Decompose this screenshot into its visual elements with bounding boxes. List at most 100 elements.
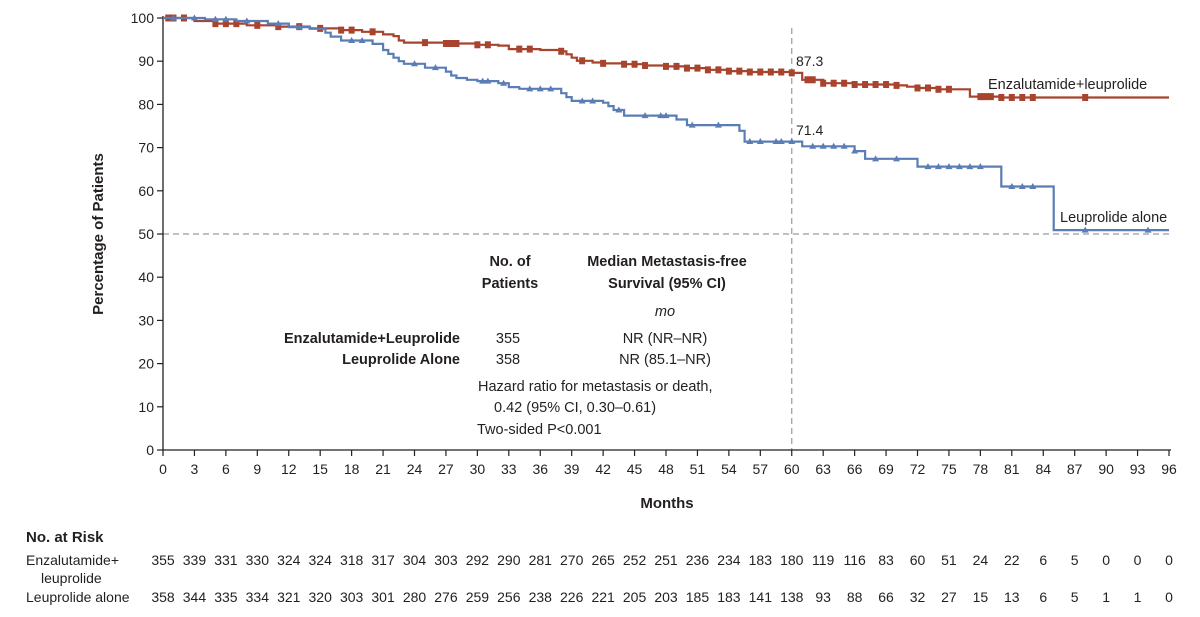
risk-value-enzalutamide-39: 270 — [560, 552, 584, 568]
series-label-leuprolide: Leuprolide alone — [1060, 210, 1167, 226]
risk-value-enzalutamide-75: 51 — [941, 552, 957, 568]
x-tick-label-39: 39 — [564, 461, 580, 477]
censor-mark-leuprolide-30 — [809, 142, 817, 149]
legend-row-leuprolide-median: NR (85.1–NR) — [619, 352, 711, 368]
censor-mark-enzalutamide-11 — [348, 26, 355, 34]
risk-value-enzalutamide-3: 339 — [183, 552, 207, 568]
censor-mark-leuprolide-46 — [1081, 226, 1089, 233]
risk-value-leuprolide-90: 1 — [1102, 589, 1110, 605]
censor-mark-enzalutamide-34 — [736, 67, 743, 75]
censor-mark-enzalutamide-14 — [442, 39, 449, 47]
risk-value-enzalutamide-60: 180 — [780, 552, 804, 568]
legend-header-n-line1: No. of — [489, 254, 530, 270]
censor-mark-leuprolide-38 — [934, 163, 942, 170]
censor-mark-leuprolide-8 — [358, 36, 366, 43]
censor-mark-leuprolide-36 — [893, 155, 901, 162]
censor-mark-enzalutamide-47 — [872, 81, 879, 89]
risk-value-enzalutamide-30: 292 — [466, 552, 490, 568]
censor-mark-enzalutamide-54 — [977, 93, 984, 101]
y-tick-label-80: 80 — [138, 96, 154, 112]
risk-value-leuprolide-39: 226 — [560, 589, 584, 605]
risk-value-enzalutamide-27: 303 — [434, 552, 458, 568]
censor-mark-leuprolide-10 — [431, 64, 439, 71]
risk-value-enzalutamide-57: 183 — [749, 552, 773, 568]
risk-value-leuprolide-9: 334 — [246, 589, 270, 605]
censor-mark-leuprolide-24 — [714, 121, 722, 128]
censor-mark-leuprolide-40 — [955, 163, 963, 170]
x-tick-label-24: 24 — [407, 461, 423, 477]
censor-mark-leuprolide-37 — [924, 163, 932, 170]
censor-mark-leuprolide-19 — [615, 106, 623, 113]
x-tick-label-36: 36 — [532, 461, 548, 477]
risk-value-leuprolide-42: 221 — [591, 589, 615, 605]
risk-value-enzalutamide-81: 22 — [1004, 552, 1020, 568]
risk-value-enzalutamide-6: 331 — [214, 552, 238, 568]
series-label-enzalutamide: Enzalutamide+leuprolide — [988, 77, 1147, 93]
censor-mark-enzalutamide-31 — [704, 66, 711, 74]
censor-mark-enzalutamide-35 — [746, 68, 753, 76]
legend-header-n-line2: Patients — [482, 276, 538, 292]
x-tick-label-57: 57 — [753, 461, 769, 477]
x-tick-label-84: 84 — [1035, 461, 1051, 477]
x-tick-label-30: 30 — [470, 461, 486, 477]
risk-value-leuprolide-78: 15 — [973, 589, 989, 605]
censor-mark-leuprolide-33 — [840, 142, 848, 149]
censor-mark-enzalutamide-52 — [935, 85, 942, 93]
x-tick-label-90: 90 — [1098, 461, 1114, 477]
risk-value-enzalutamide-24: 304 — [403, 552, 427, 568]
censor-mark-leuprolide-20 — [641, 112, 649, 119]
risk-value-leuprolide-15: 320 — [309, 589, 333, 605]
censor-mark-leuprolide-18 — [589, 97, 597, 104]
x-tick-label-75: 75 — [941, 461, 957, 477]
censor-mark-enzalutamide-36 — [757, 68, 764, 76]
risk-value-leuprolide-27: 276 — [434, 589, 458, 605]
censor-mark-leuprolide-27 — [772, 138, 780, 145]
x-tick-label-27: 27 — [438, 461, 454, 477]
risk-value-leuprolide-24: 280 — [403, 589, 427, 605]
censor-mark-enzalutamide-12 — [369, 28, 376, 36]
risk-value-leuprolide-21: 301 — [371, 589, 395, 605]
censor-mark-leuprolide-26 — [756, 138, 764, 145]
censor-mark-leuprolide-0 — [169, 14, 177, 21]
risk-value-enzalutamide-87: 5 — [1071, 552, 1079, 568]
censor-mark-enzalutamide-55 — [982, 93, 989, 101]
censor-mark-enzalutamide-22 — [579, 57, 586, 65]
x-axis-title: Months — [640, 495, 693, 512]
censor-mark-enzalutamide-16 — [453, 39, 460, 47]
censor-mark-leuprolide-11 — [479, 77, 487, 84]
y-tick-label-0: 0 — [146, 442, 154, 458]
y-tick-label-30: 30 — [138, 312, 154, 328]
x-tick-label-42: 42 — [595, 461, 611, 477]
x-tick-label-51: 51 — [690, 461, 706, 477]
censor-mark-enzalutamide-58 — [1008, 93, 1015, 101]
x-tick-label-66: 66 — [847, 461, 863, 477]
censor-mark-enzalutamide-45 — [851, 81, 858, 89]
censor-mark-leuprolide-1 — [190, 14, 198, 21]
risk-value-leuprolide-54: 183 — [717, 589, 741, 605]
risk-value-enzalutamide-12: 324 — [277, 552, 301, 568]
legend-hazard-line1: Hazard ratio for metastasis or death, — [478, 379, 713, 395]
censor-mark-leuprolide-32 — [830, 142, 838, 149]
censor-mark-leuprolide-6 — [295, 23, 303, 30]
censor-mark-leuprolide-7 — [348, 36, 356, 43]
risk-value-leuprolide-3: 344 — [183, 589, 207, 605]
x-tick-label-21: 21 — [375, 461, 391, 477]
annotation-87-3: 87.3 — [796, 53, 823, 69]
censor-mark-leuprolide-3 — [222, 15, 230, 22]
censor-mark-enzalutamide-4 — [222, 20, 229, 28]
series-line-leuprolide — [163, 16, 1169, 232]
legend-row-leuprolide-n: 358 — [496, 352, 520, 368]
censor-mark-leuprolide-2 — [211, 15, 219, 22]
x-tick-label-60: 60 — [784, 461, 800, 477]
x-tick-label-33: 33 — [501, 461, 517, 477]
risk-value-enzalutamide-36: 281 — [529, 552, 553, 568]
censor-mark-enzalutamide-25 — [631, 60, 638, 68]
censor-mark-enzalutamide-42 — [820, 79, 827, 87]
risk-value-leuprolide-48: 203 — [654, 589, 678, 605]
x-tick-label-87: 87 — [1067, 461, 1083, 477]
censor-mark-leuprolide-44 — [1018, 182, 1026, 189]
x-tick-label-69: 69 — [878, 461, 894, 477]
y-tick-label-60: 60 — [138, 183, 154, 199]
risk-value-leuprolide-75: 27 — [941, 589, 957, 605]
risk-value-enzalutamide-93: 0 — [1134, 552, 1142, 568]
